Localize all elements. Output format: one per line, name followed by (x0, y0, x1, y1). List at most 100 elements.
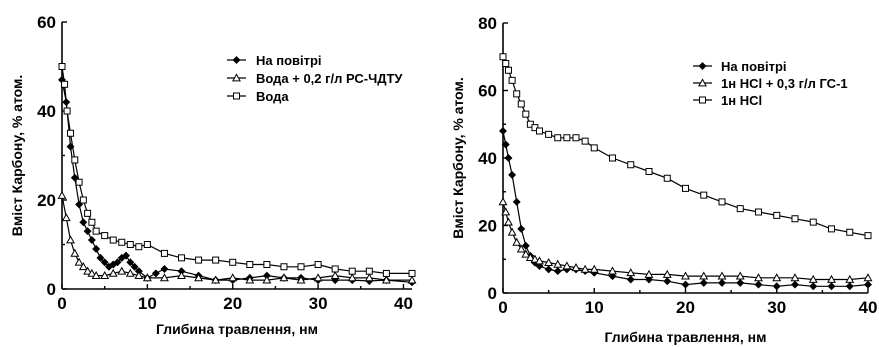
data-point (571, 263, 581, 272)
data-point (718, 278, 726, 287)
data-point (512, 197, 521, 206)
data-point (808, 274, 818, 283)
x-tick-label: 20 (676, 298, 695, 317)
data-point (681, 280, 690, 289)
data-point (499, 127, 507, 135)
data-point (544, 265, 553, 274)
data-point (563, 134, 571, 142)
data-point (735, 271, 745, 280)
data-point (499, 53, 507, 61)
data-point (554, 134, 562, 142)
data-point (135, 243, 143, 251)
data-point (177, 271, 186, 280)
data-point (581, 137, 589, 145)
data-point (501, 140, 510, 149)
data-point (262, 275, 272, 284)
data-point (91, 271, 101, 280)
data-point (151, 269, 160, 278)
data-point (194, 273, 204, 282)
data-point (228, 273, 238, 282)
legend-entry: Вода (227, 89, 289, 104)
data-point (61, 213, 71, 222)
legend-marker (233, 92, 240, 100)
data-point (553, 267, 562, 276)
data-point (108, 268, 118, 277)
data-point (572, 134, 580, 142)
data-point (864, 280, 872, 289)
data-point (348, 267, 356, 275)
data-point (809, 218, 817, 226)
data-point (827, 274, 836, 283)
y-tick-label: 20 (478, 217, 497, 236)
legend-entry: 1н HCl + 0,3 г/л ГС-1 (693, 76, 848, 91)
data-point (773, 211, 781, 219)
data-point (562, 261, 572, 270)
data-point (718, 198, 726, 206)
y-axis-label: Вміст Карбону, % атом. (450, 77, 466, 239)
data-point (530, 254, 540, 263)
legend-entry: 1н HCl (693, 93, 762, 108)
legend-marker (232, 56, 241, 64)
data-point (66, 235, 75, 244)
data-point (100, 271, 110, 280)
chart-panel-2: 0 20 40 60 80 0 10 20 30 40 Глибина травлення, нм В… (450, 14, 877, 345)
y-tick-label: 0 (47, 280, 56, 299)
x-tick-label: 30 (309, 294, 328, 313)
data-point (245, 275, 255, 284)
data-point (502, 60, 510, 67)
data-point (682, 184, 689, 192)
data-point (347, 273, 357, 282)
y-axis-label: Вміст Карбону, % атом. (9, 75, 25, 237)
data-point (178, 254, 186, 262)
data-point (589, 264, 599, 273)
data-point (544, 257, 554, 267)
series-triangle (57, 190, 417, 284)
data-point (70, 248, 80, 257)
data-point (845, 282, 854, 291)
data-point (626, 275, 635, 284)
data-point (67, 129, 75, 137)
data-point (535, 256, 544, 265)
legend-label: Вода (256, 89, 289, 104)
series-triangle (498, 197, 873, 283)
data-point (790, 273, 800, 282)
data-point (70, 173, 79, 182)
y-tick-label: 60 (37, 13, 56, 32)
data-point (535, 262, 544, 270)
data-point (627, 161, 635, 169)
data-point (662, 269, 672, 278)
data-point (700, 191, 708, 199)
y-tick-label: 20 (37, 191, 56, 210)
data-point (681, 271, 690, 280)
data-point (159, 273, 169, 282)
data-point (754, 280, 763, 289)
data-point (512, 237, 522, 246)
data-point (263, 261, 271, 269)
data-point (125, 268, 135, 277)
data-point (754, 273, 763, 282)
data-point (663, 174, 671, 182)
data-point (772, 273, 782, 282)
data-point (74, 257, 84, 266)
legend-entry: Вода + 0,2 г/л РС-ЧДТУ (227, 71, 403, 86)
legend-marker (698, 78, 707, 87)
data-point (71, 156, 79, 164)
data-point (517, 224, 526, 233)
data-point (846, 228, 854, 236)
data-point (507, 227, 517, 236)
legend-label: Вода + 0,2 г/л РС-ЧДТУ (256, 71, 403, 86)
data-point (504, 217, 513, 226)
data-point (58, 63, 66, 70)
data-point (407, 275, 417, 284)
legend-label: На повітрі (256, 53, 322, 68)
data-point (501, 207, 511, 216)
data-point (609, 154, 616, 162)
data-point (84, 209, 92, 217)
y-tick-label: 80 (478, 14, 497, 33)
data-point (521, 241, 530, 250)
data-point (143, 241, 151, 248)
data-point (608, 272, 617, 281)
legend-label: 1н HCl + 0,3 г/л ГС-1 (721, 76, 848, 91)
legend-marker (699, 96, 706, 104)
x-tick-label: 40 (394, 294, 413, 313)
